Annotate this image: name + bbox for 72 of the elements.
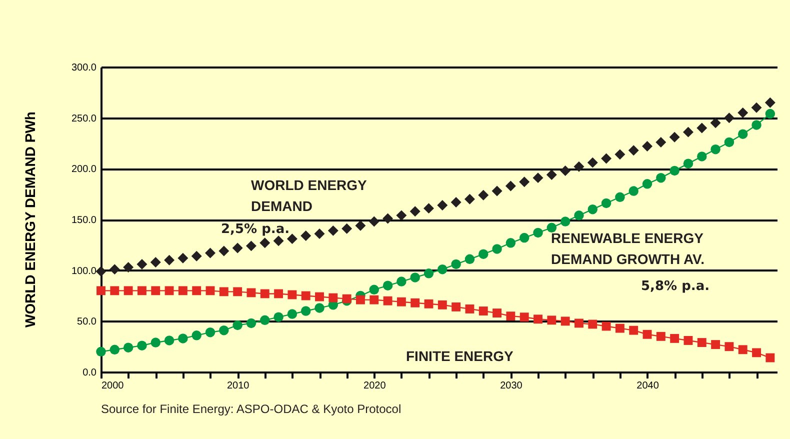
- x-tick-label: 2030: [500, 380, 523, 392]
- point: [136, 258, 148, 270]
- point: [178, 252, 188, 264]
- point: [532, 172, 544, 184]
- point: [437, 200, 448, 211]
- point: [505, 180, 516, 192]
- y-tick-label: 50.0: [77, 316, 97, 328]
- point: [764, 97, 776, 108]
- point: [765, 108, 776, 119]
- point: [519, 176, 530, 188]
- point: [164, 254, 175, 266]
- y-tick-label: 300.0: [71, 62, 97, 74]
- y-tick-label: 200.0: [71, 164, 97, 176]
- point: [682, 126, 694, 138]
- x-tick-label: 2010: [226, 380, 250, 392]
- point: [642, 141, 653, 152]
- point: [109, 264, 120, 275]
- series-label: RENEWABLE ENERGY DEMAND GROWTH AV.: [551, 230, 704, 267]
- series-label: WORLD ENERGY DEMAND: [251, 177, 368, 214]
- point: [260, 238, 270, 248]
- point: [382, 213, 394, 224]
- point: [123, 262, 134, 273]
- annotation: 2,5% p.a.: [221, 222, 290, 237]
- point: [96, 266, 106, 277]
- point: [191, 250, 202, 262]
- point: [696, 122, 708, 134]
- point: [150, 256, 161, 268]
- point: [424, 203, 434, 214]
- point: [478, 190, 489, 200]
- point: [574, 161, 584, 172]
- point: [710, 118, 721, 128]
- point: [300, 230, 312, 242]
- point: [342, 223, 352, 234]
- point: [96, 346, 106, 357]
- point: [410, 206, 420, 217]
- point: [656, 136, 666, 148]
- series-label: FINITE ENERGY: [406, 348, 514, 364]
- x-tick-label: 2000: [102, 380, 124, 392]
- point: [628, 145, 639, 156]
- point: [273, 236, 284, 246]
- y-tick-label: 0.0: [82, 368, 97, 378]
- x-tick-label: 2040: [636, 380, 660, 392]
- point: [450, 196, 462, 208]
- point: [314, 228, 325, 239]
- point: [464, 194, 475, 204]
- point: [669, 132, 680, 142]
- y-tick-label: 250.0: [71, 113, 97, 124]
- point: [328, 225, 338, 236]
- point: [205, 248, 216, 258]
- point: [724, 112, 734, 124]
- point: [587, 157, 598, 168]
- point: [396, 210, 407, 221]
- source-note: Source for Finite Energy: ASPO-ODAC & Kyoto Protocol: [101, 402, 402, 416]
- point: [546, 170, 557, 180]
- x-tick-label: 2020: [364, 380, 386, 392]
- point: [368, 216, 380, 227]
- point: [355, 220, 366, 231]
- y-tick-label: 150.0: [71, 215, 97, 226]
- annotation: 5,8% p.a.: [641, 279, 710, 294]
- point: [286, 234, 298, 244]
- point: [601, 153, 612, 164]
- point: [614, 149, 626, 160]
- point: [232, 242, 243, 254]
- point: [738, 108, 748, 118]
- point: [218, 246, 230, 256]
- point: [751, 102, 762, 113]
- y-axis-title: WORLD ENERGY DEMAND PWh: [22, 112, 38, 328]
- point: [96, 286, 106, 296]
- point: [246, 240, 256, 252]
- y-tick-label: 100.0: [71, 266, 97, 277]
- point: [560, 165, 571, 176]
- point: [492, 186, 502, 196]
